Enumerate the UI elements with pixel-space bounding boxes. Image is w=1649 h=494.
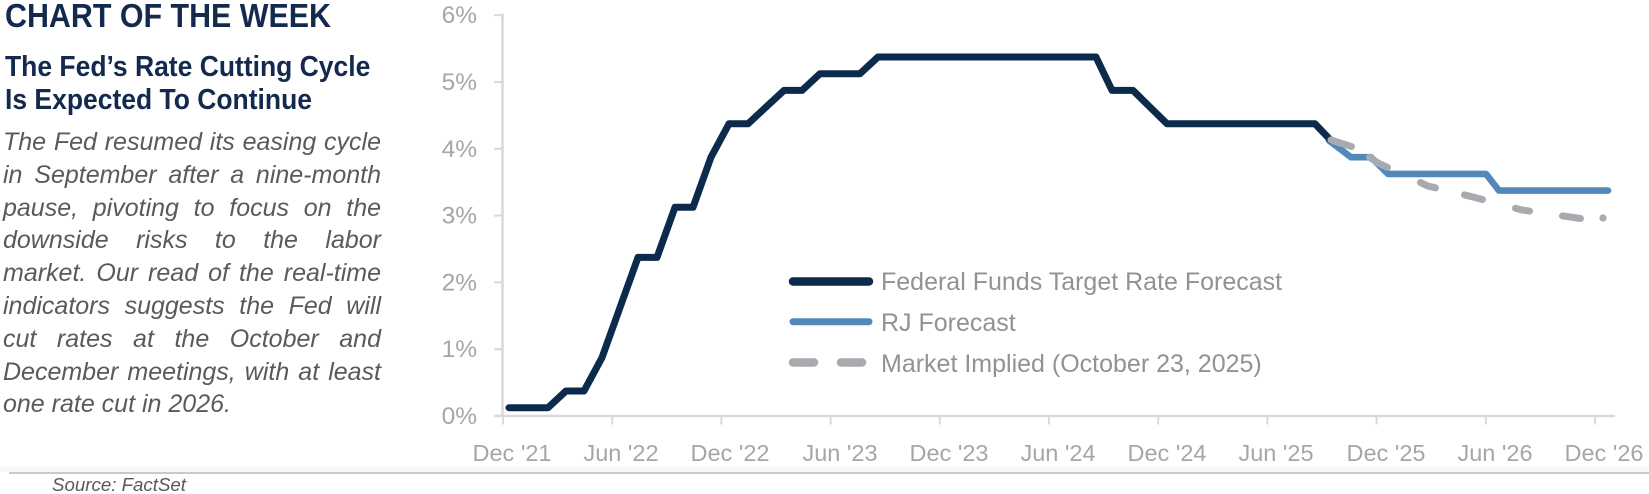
svg-text:Jun '25: Jun '25 [1238, 440, 1313, 466]
svg-text:Jun '24: Jun '24 [1020, 440, 1095, 466]
svg-text:Dec '21: Dec '21 [473, 440, 552, 466]
svg-text:Dec '22: Dec '22 [691, 440, 770, 466]
svg-text:4%: 4% [442, 136, 477, 163]
svg-text:0%: 0% [442, 403, 477, 430]
svg-text:1%: 1% [442, 336, 477, 363]
svg-text:3%: 3% [442, 203, 477, 230]
svg-text:6%: 6% [442, 2, 477, 29]
svg-text:RJ Forecast: RJ Forecast [881, 309, 1016, 337]
svg-text:Federal Funds Target Rate Fore: Federal Funds Target Rate Forecast [881, 268, 1282, 296]
svg-text:2%: 2% [442, 269, 477, 296]
svg-text:Jun '23: Jun '23 [802, 440, 877, 466]
svg-text:Dec '24: Dec '24 [1128, 440, 1207, 466]
svg-text:Jun '22: Jun '22 [583, 440, 658, 466]
svg-text:Dec '25: Dec '25 [1347, 440, 1426, 466]
svg-text:Dec '23: Dec '23 [910, 440, 989, 466]
svg-text:Jun '26: Jun '26 [1457, 440, 1532, 466]
svg-text:5%: 5% [442, 69, 477, 96]
svg-text:Market Implied (October 23, 20: Market Implied (October 23, 2025) [881, 350, 1262, 378]
svg-text:Dec '26: Dec '26 [1565, 440, 1644, 466]
